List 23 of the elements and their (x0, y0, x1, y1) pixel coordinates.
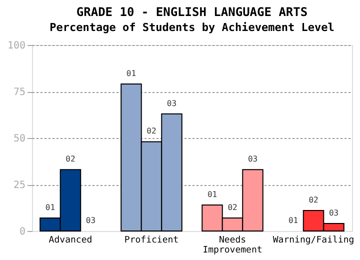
text: 01 (207, 190, 218, 199)
x-tick-label: Advanced (48, 236, 92, 246)
chart-title: GRADE 10 - ENGLISH LANGUAGE ARTS (76, 5, 308, 19)
x-tick-label: Proficient (124, 236, 179, 246)
series-label: 02 (66, 154, 76, 164)
x-tick-label: Warning/Failing (272, 236, 354, 246)
y-tick-label: 100 (7, 40, 26, 52)
x-tick-label: Needs Improvement (202, 236, 262, 256)
text: 01 (288, 216, 298, 225)
text: 02 (308, 196, 318, 205)
series-label: 03 (166, 98, 177, 108)
series-label: 01 (45, 202, 56, 212)
y-tick-label: 75 (13, 87, 26, 98)
text: 03 (248, 154, 258, 164)
text: 02 (228, 202, 238, 212)
chart-subtitle: Percentage of Students by Achievement Level (50, 21, 334, 34)
y-tick-label: 50 (13, 134, 26, 144)
y-tick-label: 25 (13, 180, 26, 191)
text: 02 (146, 126, 156, 136)
text: 03 (86, 216, 96, 225)
y-tick-label: 0 (19, 226, 26, 238)
text: 03 (328, 208, 339, 218)
text: 01 (126, 69, 136, 78)
